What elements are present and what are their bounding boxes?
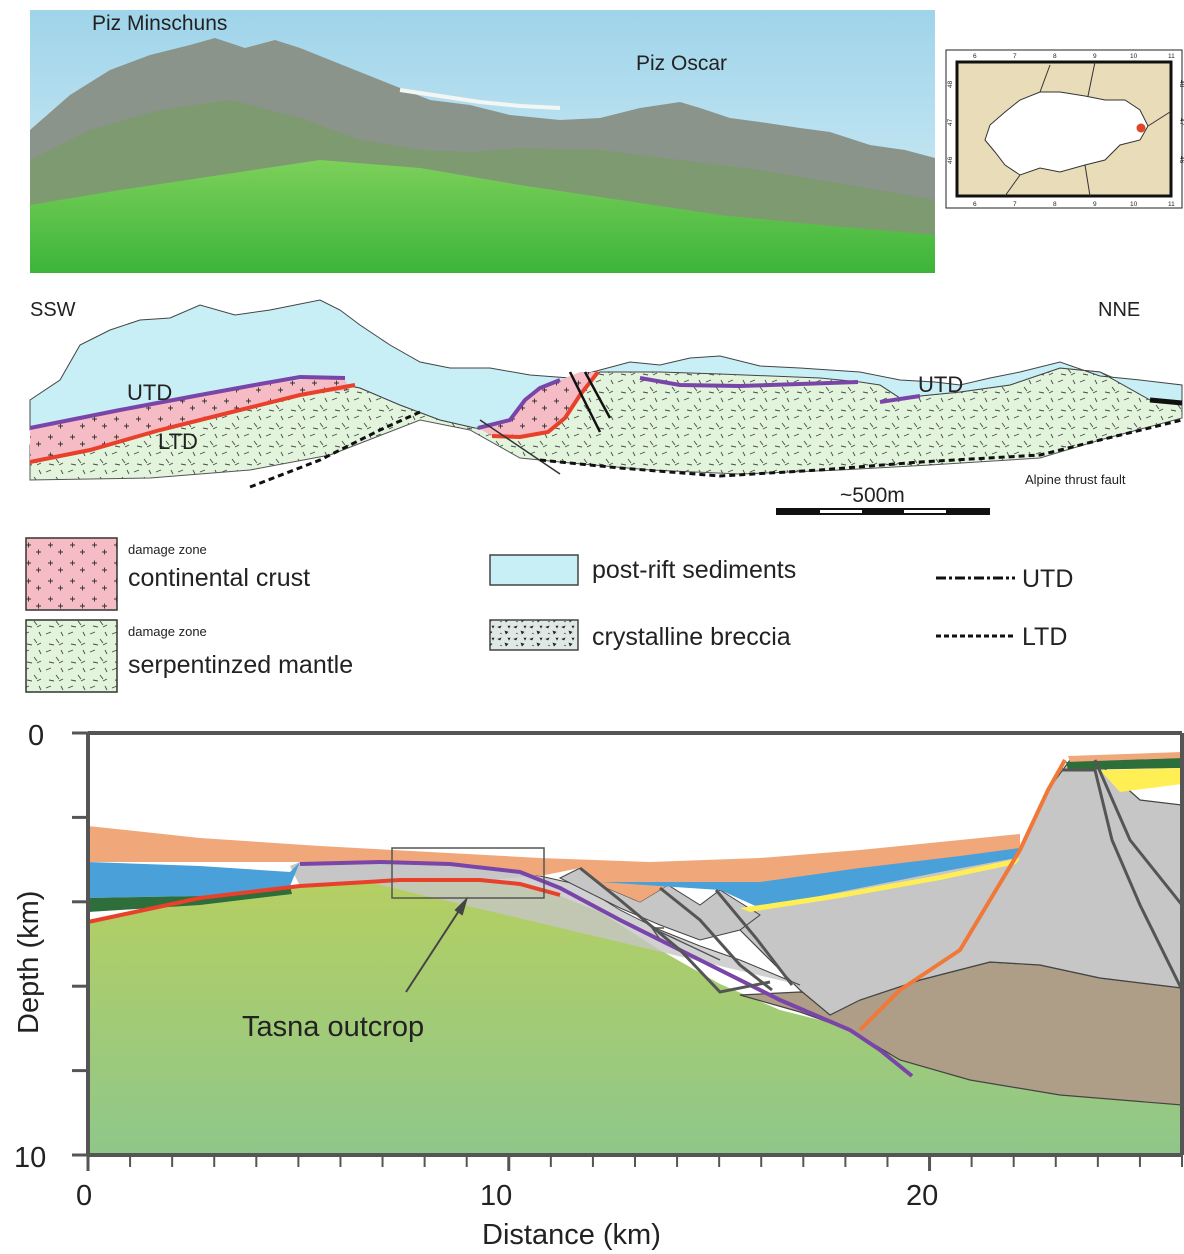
legend-swatch-breccia — [489, 619, 579, 651]
x-axis-ticks — [86, 1155, 1183, 1171]
map-ticks: 6 7 8 9 10 11 6 7 8 9 10 11 48 47 46 48 … — [947, 53, 1184, 208]
lon-tick: 11 — [1168, 53, 1175, 60]
location-marker — [1136, 123, 1146, 133]
legend-swatch-sediments — [489, 554, 579, 586]
section-crust-left — [30, 378, 350, 462]
model-section: Tasna outcrop — [87, 733, 1184, 1155]
legend-utd: UTD — [1022, 565, 1073, 593]
lat-tick: 46 — [947, 156, 954, 164]
lon-tick: 8 — [1053, 53, 1057, 60]
lat-tick: 47 — [1178, 118, 1184, 126]
legend-breccia: crystalline breccia — [592, 623, 791, 651]
lon-tick: 9 — [1093, 53, 1097, 60]
inset-map: 6 7 8 9 10 11 6 7 8 9 10 11 48 47 46 48 … — [945, 49, 1184, 209]
legend-sediments: post-rift sediments — [592, 556, 796, 584]
lon-tick: 6 — [973, 201, 977, 208]
y-tick-label: 0 — [28, 720, 44, 752]
x-tick-label: 0 — [76, 1180, 92, 1212]
lon-tick: 10 — [1130, 53, 1138, 60]
lon-tick: 6 — [973, 53, 977, 60]
legend-ltd: LTD — [1022, 623, 1067, 651]
x-tick-label: 20 — [906, 1180, 938, 1212]
landscape-photo: Piz Minschuns Piz Oscar — [30, 10, 935, 273]
legend: damage zone continental crust damage zon… — [25, 537, 1073, 693]
lat-tick: 47 — [947, 118, 954, 126]
tasna-outcrop-label: Tasna outcrop — [242, 1011, 424, 1043]
lat-tick: 48 — [1178, 80, 1184, 88]
legend-mantle: serpentinzed mantle — [128, 651, 353, 679]
direction-ssw: SSW — [30, 299, 76, 321]
direction-nne: NNE — [1098, 299, 1140, 321]
lon-tick: 7 — [1013, 201, 1017, 208]
tasna-outcrop-box — [391, 847, 545, 899]
legend-mantle-damage-zone: damage zone — [128, 624, 207, 639]
thrust-label: Alpine thrust fault — [1025, 472, 1126, 487]
model-blue-sediment — [88, 862, 300, 898]
lon-tick: 9 — [1093, 201, 1097, 208]
lat-tick: 48 — [947, 80, 954, 88]
peak-label-oscar: Piz Oscar — [636, 52, 727, 75]
lon-tick: 8 — [1053, 201, 1057, 208]
scale-bar: ~500m — [776, 484, 990, 515]
lat-tick: 46 — [1178, 156, 1184, 164]
ltd-label: LTD — [158, 429, 198, 454]
lon-tick: 10 — [1130, 201, 1138, 208]
legend-crust-damage-zone: damage zone — [128, 542, 207, 557]
y-axis-label: Depth (km) — [13, 891, 45, 1034]
legend-crust: continental crust — [128, 564, 310, 592]
peak-label-minschuns: Piz Minschuns — [92, 12, 227, 35]
utd-label-left: UTD — [127, 380, 172, 405]
y-tick-label: 10 — [14, 1142, 46, 1174]
outcrop-cross-section: SSW NNE UTD LTD UTD Alpine thrust fault — [29, 299, 1183, 515]
model-mantle — [88, 882, 1182, 1155]
scale-label: ~500m — [840, 484, 905, 507]
legend-swatch-mantle — [25, 619, 118, 693]
legend-swatch-crust — [25, 537, 118, 611]
x-tick-label: 10 — [480, 1180, 512, 1212]
x-axis-label: Distance (km) — [482, 1219, 661, 1251]
model-axes: 0 10 20 0 10 Distance (km) Depth (km) — [13, 720, 1184, 1251]
y-axis-ticks — [72, 731, 88, 1157]
utd-label-right: UTD — [918, 372, 963, 397]
lon-tick: 11 — [1168, 201, 1175, 208]
lon-tick: 7 — [1013, 53, 1017, 60]
